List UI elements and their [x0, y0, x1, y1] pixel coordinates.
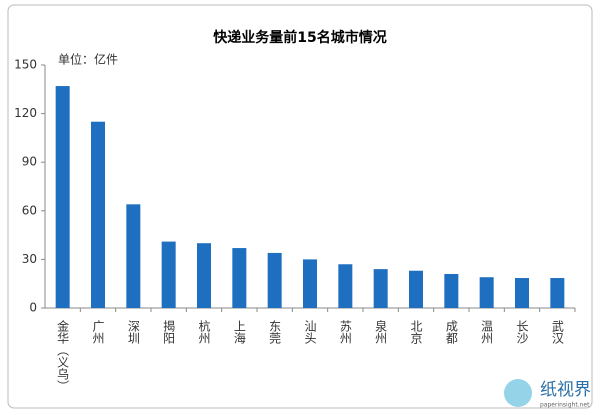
x-tick-label: 东莞: [268, 320, 282, 345]
y-tick-label: 120: [14, 106, 37, 120]
y-tick-label: 0: [29, 301, 37, 315]
watermark-url: paperinsight.net: [540, 402, 590, 409]
y-tick-label: 90: [22, 155, 37, 169]
x-tick-label: 杭州: [197, 319, 211, 344]
watermark: 纸视界 paperinsight.net: [504, 379, 591, 409]
bar: [409, 270, 423, 308]
y-tick-label: 60: [22, 203, 37, 217]
watermark-name: 纸视界: [540, 380, 591, 400]
bar: [338, 264, 353, 308]
y-tick-label: 150: [14, 58, 37, 72]
x-tick-label: 北京: [409, 320, 423, 345]
x-tick-label: 长沙: [515, 320, 529, 344]
x-tick-label: 成都: [444, 320, 458, 344]
x-tick-label: 金华（义乌）: [56, 319, 70, 392]
chart-title: 快递业务量前15名城市情况: [213, 29, 386, 46]
y-tick-label: 30: [22, 252, 37, 266]
bar: [303, 259, 317, 308]
bar: [161, 241, 176, 308]
bar: [479, 277, 494, 308]
unit-label: 单位：亿件: [58, 52, 118, 67]
bar: [91, 121, 105, 308]
bar: [267, 252, 282, 308]
bar: [197, 243, 211, 308]
bar: [232, 248, 247, 308]
bar: [126, 204, 141, 308]
x-tick-label: 温州: [480, 320, 494, 344]
bar: [515, 278, 529, 308]
x-tick-label: 广州: [91, 320, 105, 344]
x-tick-label: 上海: [232, 320, 246, 344]
bar: [55, 86, 70, 308]
watermark-logo: [504, 379, 532, 407]
frame: [7, 4, 593, 409]
x-tick-label: 深圳: [126, 320, 140, 344]
bar: [550, 278, 565, 308]
x-tick-label: 泉州: [374, 320, 388, 344]
x-tick-label: 武汉: [550, 320, 564, 344]
x-tick-label: 苏州: [338, 320, 352, 344]
bar: [444, 273, 459, 308]
bar: [373, 269, 388, 308]
x-tick-label: 汕头: [303, 320, 317, 344]
x-tick-label: 揭阳: [162, 319, 176, 344]
